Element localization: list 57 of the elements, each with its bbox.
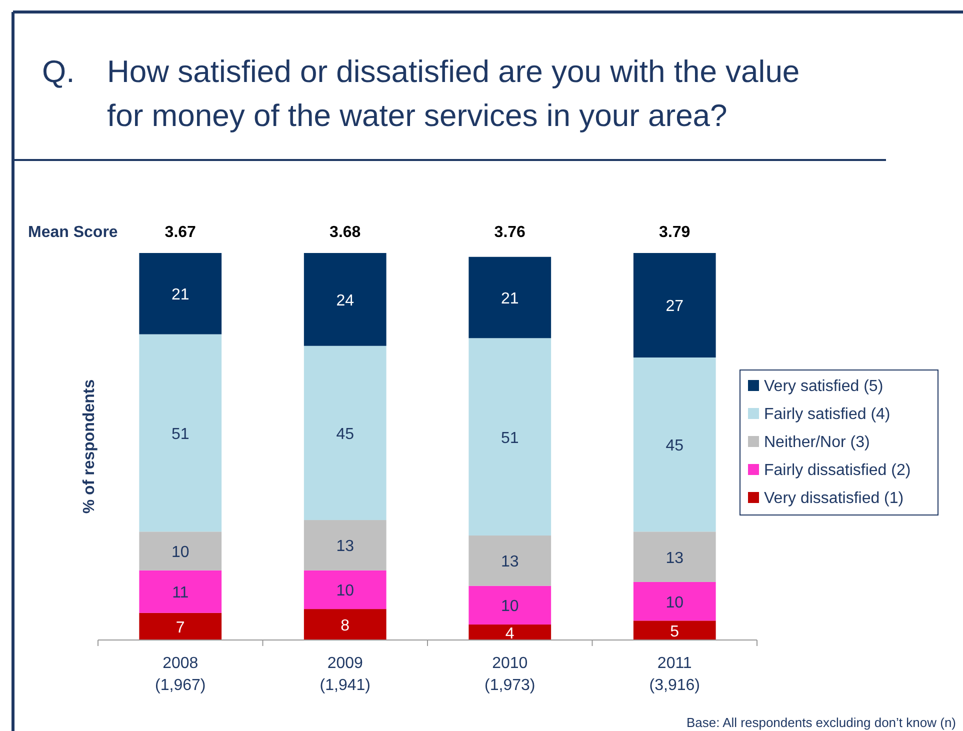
bar bbox=[139, 570, 222, 613]
legend-label: Very satisfied (5) bbox=[764, 378, 884, 395]
bar bbox=[468, 586, 552, 625]
bar bbox=[468, 338, 552, 536]
text: 3.67 bbox=[164, 224, 196, 241]
text: 3.68 bbox=[330, 224, 361, 241]
bar bbox=[139, 532, 222, 570]
bar bbox=[633, 582, 716, 621]
bar bbox=[304, 609, 386, 640]
legend-label: Neither/Nor (3) bbox=[764, 434, 870, 451]
x-tick-label: 2008 (1,967) bbox=[155, 655, 206, 694]
data-label: 45 bbox=[666, 438, 684, 455]
text: 3.76 bbox=[494, 224, 526, 241]
text: 3.79 bbox=[659, 224, 690, 241]
bar bbox=[304, 520, 386, 570]
bar bbox=[304, 570, 386, 610]
data-label: 24 bbox=[336, 292, 354, 310]
bar bbox=[468, 256, 552, 338]
data-label: 21 bbox=[171, 286, 190, 304]
text: Base: All respondents excluding don’t know (n) bbox=[686, 715, 956, 730]
data-label: 10 bbox=[171, 544, 190, 561]
bar bbox=[304, 253, 386, 346]
data-label: 13 bbox=[336, 538, 354, 556]
legend-label: Fairly dissatisfied (2) bbox=[764, 462, 911, 479]
data-label: 11 bbox=[172, 584, 189, 602]
bar bbox=[468, 624, 552, 640]
data-label: 27 bbox=[666, 298, 684, 316]
data-label: 4 bbox=[505, 625, 514, 642]
data-label: 21 bbox=[500, 290, 519, 308]
y-axis-title: % of respondents bbox=[81, 379, 98, 514]
data-label: 10 bbox=[336, 582, 354, 600]
bar bbox=[633, 253, 716, 358]
text: Mean Score bbox=[28, 224, 118, 241]
data-label: 13 bbox=[500, 554, 519, 571]
data-label: 8 bbox=[340, 618, 350, 635]
data-label: 45 bbox=[336, 426, 354, 443]
bar bbox=[139, 334, 222, 532]
chart-title: Q. How satisfied or dissatisfied are you with the value for money of the water services in your area? bbox=[42, 54, 800, 133]
data-label: 7 bbox=[176, 619, 185, 636]
data-label: 51 bbox=[500, 430, 519, 447]
bar bbox=[633, 620, 716, 640]
x-tick-label: 2010 (1,973) bbox=[484, 655, 536, 694]
bar bbox=[633, 532, 716, 582]
data-label: 10 bbox=[666, 594, 684, 612]
data-label: 5 bbox=[670, 623, 680, 640]
bar bbox=[633, 357, 716, 532]
bar bbox=[468, 536, 552, 586]
data-label: 51 bbox=[171, 426, 190, 443]
legend-label: Fairly satisfied (4) bbox=[764, 406, 890, 423]
x-tick-label: 2011 (3,916) bbox=[649, 655, 700, 694]
legend-label: Very dissatisfied (1) bbox=[764, 490, 904, 507]
bar bbox=[139, 612, 222, 640]
data-label: 13 bbox=[666, 550, 684, 567]
bar bbox=[304, 346, 386, 520]
bar bbox=[139, 253, 222, 334]
data-label: 10 bbox=[500, 598, 519, 616]
x-tick-label: 2009 (1,941) bbox=[320, 655, 370, 694]
